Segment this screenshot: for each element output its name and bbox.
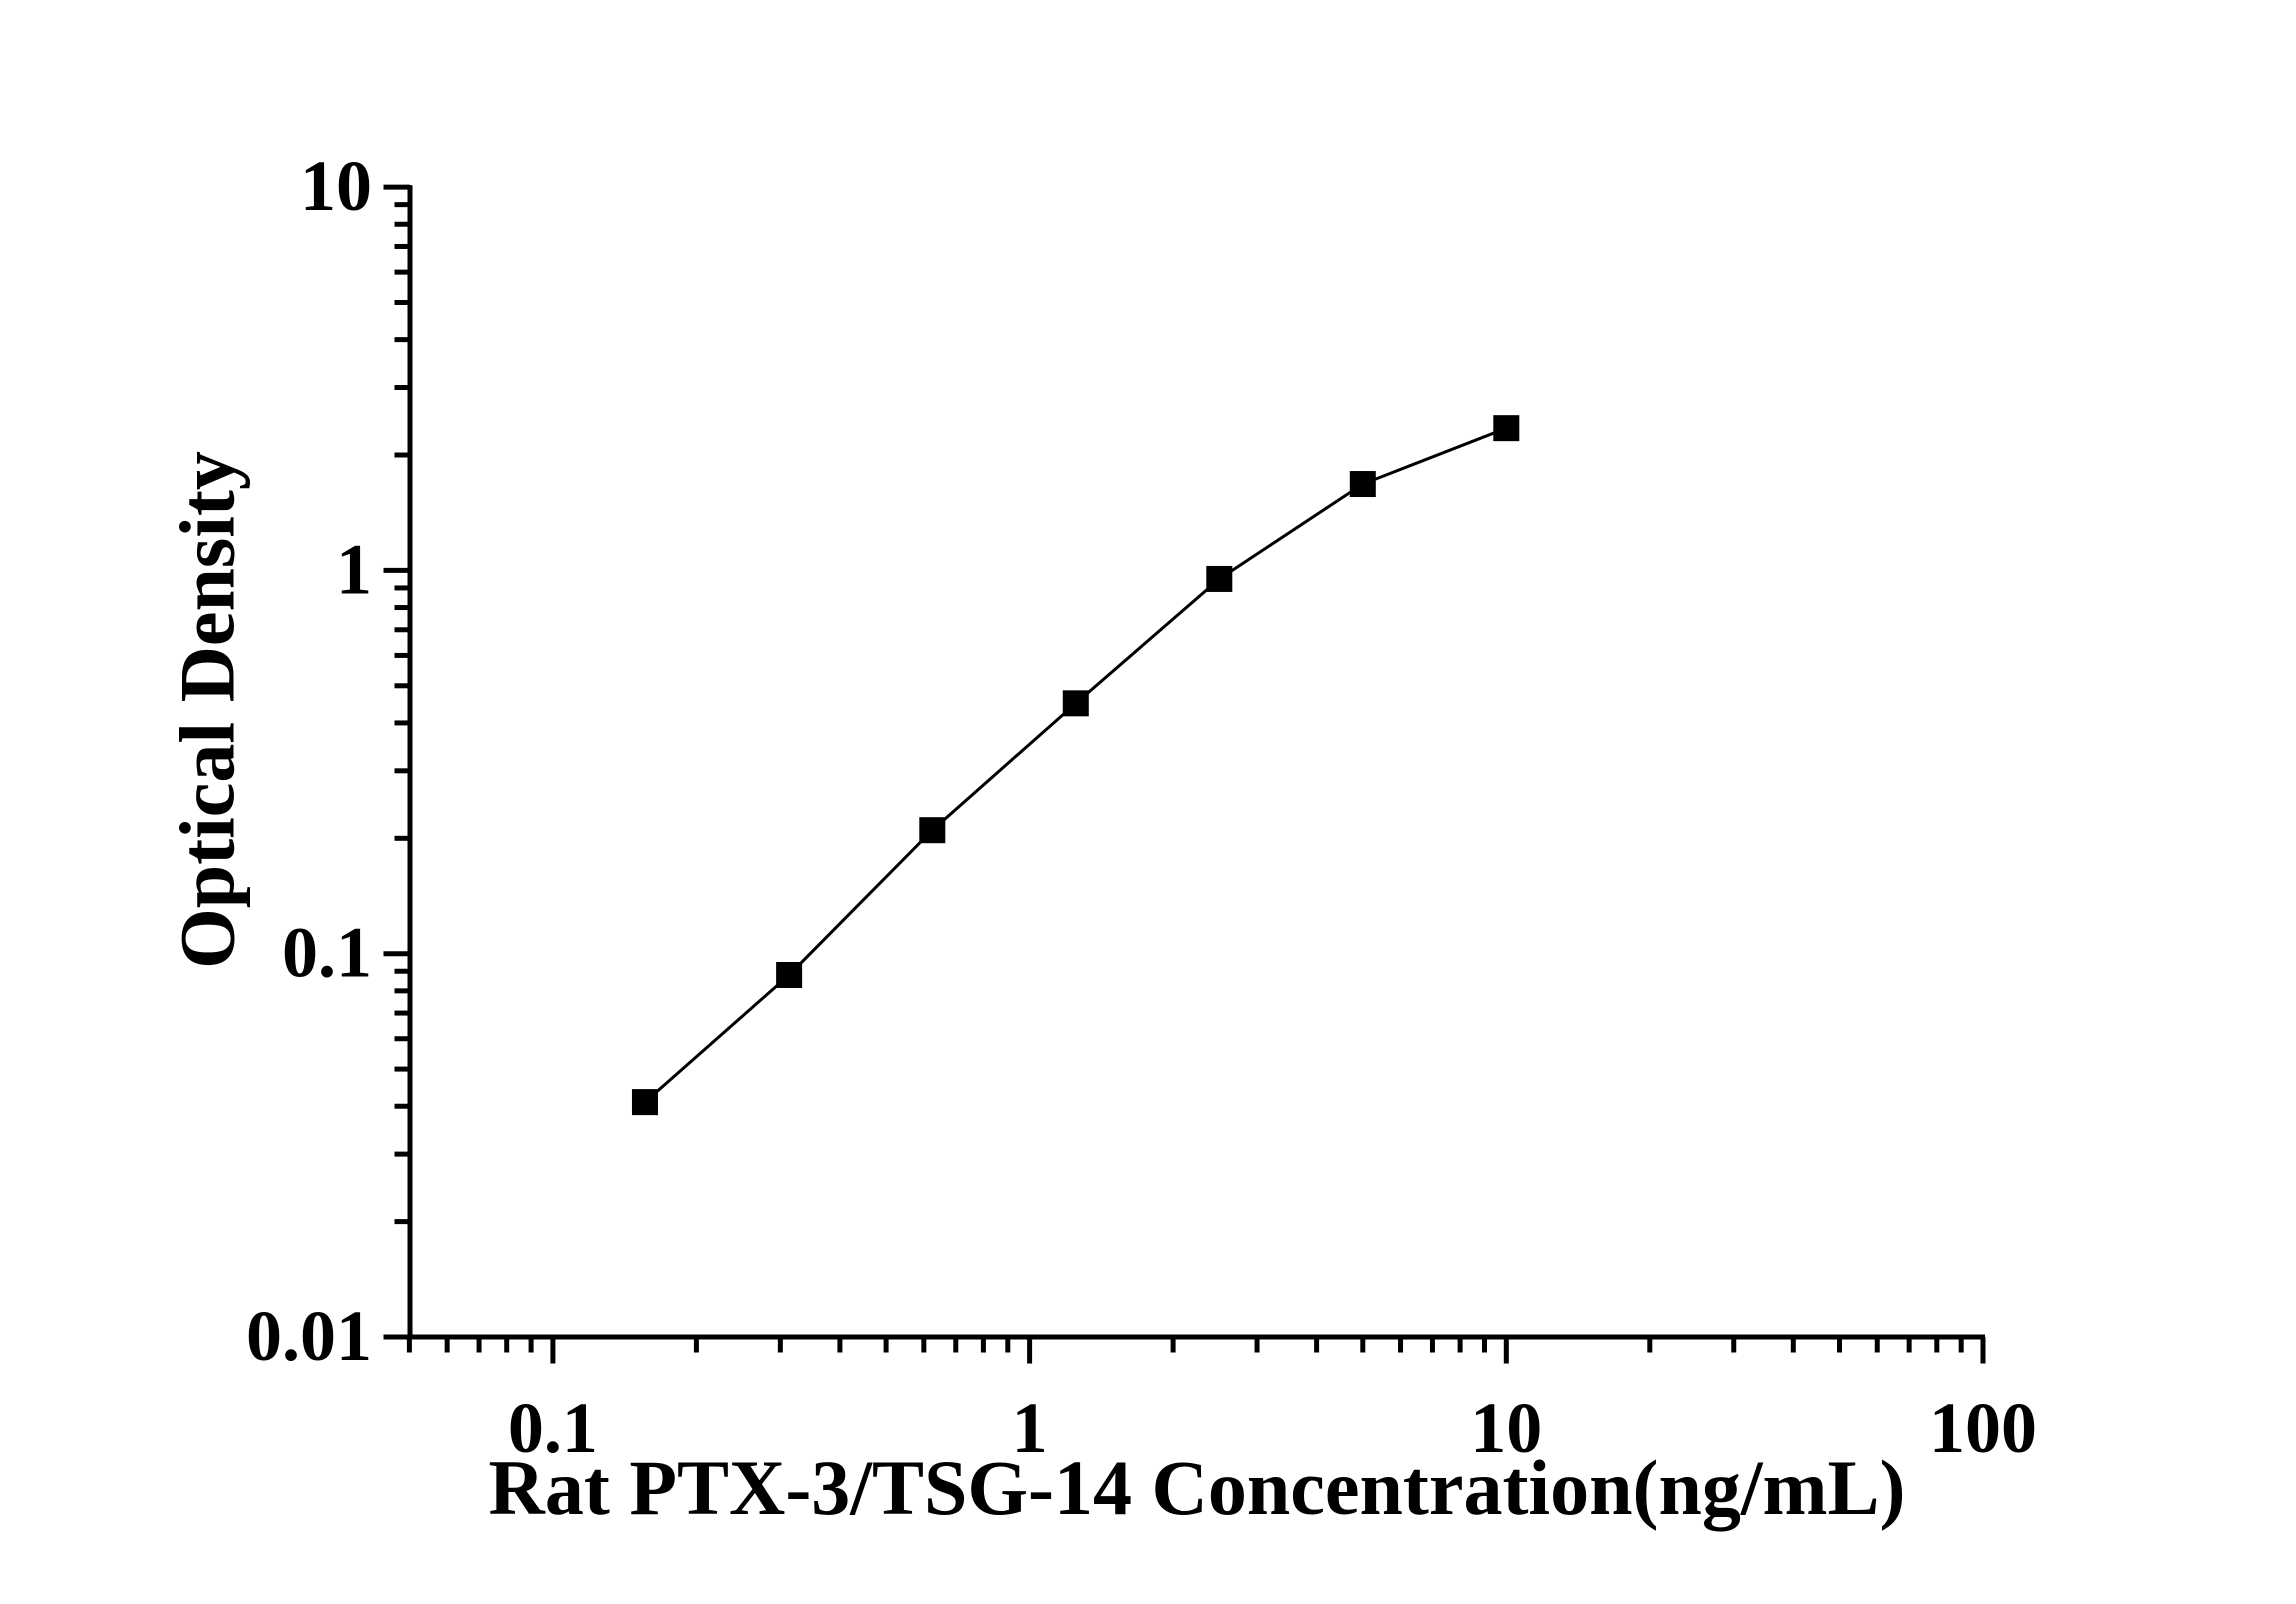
axis-ticks [383, 184, 1986, 1364]
y-axis-title: Optical Density [163, 451, 250, 969]
y-tick-label: 1 [336, 529, 372, 609]
data-point-marker [1206, 565, 1233, 592]
x-axis-title: Rat PTX-3/TSG-14 Concentration(ng/mL) [489, 1444, 1906, 1531]
x-tick-label: 0.1 [508, 1388, 598, 1468]
x-tick-label: 100 [1929, 1388, 2037, 1468]
data-point-marker [1062, 690, 1089, 717]
axis-tick-labels: 0.1 1 10 100 0.01 0.1 1 10 [246, 146, 2037, 1468]
data-series-standard-curve [631, 415, 1520, 1116]
y-tick-label: 10 [300, 146, 372, 226]
series-line [643, 426, 1507, 1104]
x-tick-label: 10 [1470, 1388, 1542, 1468]
x-tick-label: 1 [1012, 1388, 1048, 1468]
y-tick-label: 0.1 [282, 913, 372, 993]
y-tick-label: 0.01 [246, 1296, 372, 1376]
data-point-marker [919, 817, 946, 844]
data-point-marker [1493, 415, 1520, 442]
data-point-marker [631, 1089, 658, 1116]
data-point-marker [776, 961, 803, 988]
data-point-marker [1349, 471, 1376, 498]
